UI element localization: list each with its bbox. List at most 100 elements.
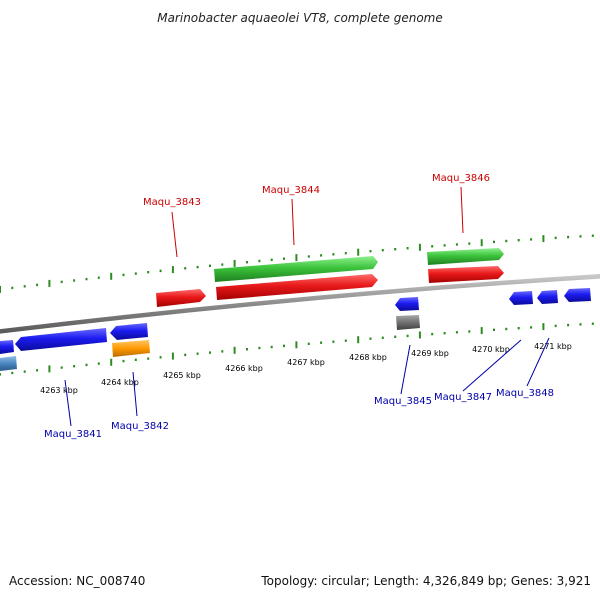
- tick-bottom-minor-46: [567, 323, 570, 327]
- tick-bottom-minor-15: [184, 353, 187, 357]
- tick-top-major-9: [110, 272, 113, 280]
- tick-bottom-minor-27: [332, 340, 335, 343]
- gene-maqu-3844-green[interactable]: [214, 256, 378, 282]
- leader-maqu-3842: [132, 371, 138, 417]
- leader-maqu-3846: [460, 186, 464, 234]
- gene-maqu-3846[interactable]: [428, 266, 504, 283]
- gene-maqu-3844[interactable]: [216, 274, 378, 300]
- tick-top-major-44: [542, 235, 545, 243]
- tick-bottom-minor-10: [122, 359, 125, 363]
- tick-rail-bottom: [0, 322, 594, 376]
- tick-bottom-minor-26: [320, 341, 323, 344]
- tick-top-minor-22: [270, 258, 273, 261]
- tick-top-minor-17: [209, 264, 211, 267]
- gene-maqu-3848[interactable]: [537, 290, 558, 304]
- tick-bottom-minor-36: [443, 332, 446, 335]
- tick-top-minor-2: [23, 285, 26, 288]
- tick-top-minor-16: [196, 265, 199, 269]
- tick-top-minor-13: [159, 269, 162, 273]
- tick-bottom-minor-0: [0, 373, 1, 376]
- tick-top-minor-31: [381, 249, 384, 252]
- tick-bottom-minor-16: [196, 352, 199, 355]
- map-title: Marinobacter aquaeolei VT8, complete gen…: [157, 11, 443, 25]
- tick-label-4269: 4269 kbp: [411, 349, 449, 358]
- tick-top-minor-27: [332, 253, 335, 256]
- tick-labels: 4263 kbp 4264 kbp 4265 kbp 4266 kbp 4267…: [40, 342, 572, 395]
- leader-maqu-3844: [291, 198, 295, 246]
- leader-maqu-3848: [526, 337, 550, 387]
- tick-top-minor-12: [147, 271, 150, 274]
- tick-bottom-minor-28: [344, 339, 347, 342]
- gene-maqu-3845-blue[interactable]: [395, 297, 419, 311]
- tick-top-minor-18: [221, 263, 224, 266]
- tick-top-major-29: [357, 248, 360, 256]
- tick-top-major-14: [171, 266, 174, 274]
- tick-bottom-major-39: [480, 327, 483, 335]
- tick-bottom-minor-47: [579, 323, 582, 326]
- gene-maqu-3842-blue[interactable]: [110, 323, 148, 340]
- gene-label-maqu-3842[interactable]: Maqu_3842: [111, 421, 169, 432]
- tick-bottom-minor-12: [147, 357, 150, 360]
- tick-bottom-minor-30: [369, 337, 372, 340]
- gene-label-maqu-3844[interactable]: Maqu_3844: [262, 185, 320, 196]
- tick-top-minor-43: [530, 238, 533, 241]
- tick-bottom-minor-2: [23, 370, 26, 373]
- tick-top-minor-35: [431, 245, 434, 248]
- tick-top-minor-15: [184, 267, 187, 270]
- tick-bottom-minor-7: [85, 363, 88, 367]
- gene-label-maqu-3847[interactable]: Maqu_3847: [434, 392, 492, 403]
- gene-fragment-left-steel[interactable]: [0, 356, 17, 371]
- tick-top-minor-26: [320, 254, 323, 257]
- gene-maqu-3842[interactable]: [112, 340, 150, 357]
- tick-label-4268: 4268 kbp: [349, 353, 387, 362]
- tick-label-4263: 4263 kbp: [40, 386, 78, 395]
- accession-text: Accession: NC_008740: [9, 574, 146, 588]
- tick-top-minor-3: [36, 283, 39, 287]
- gene-fragment-left-blue[interactable]: [0, 340, 14, 354]
- tick-top-minor-7: [85, 277, 88, 281]
- tick-top-major-4: [48, 279, 51, 287]
- leader-maqu-3841: [64, 379, 72, 427]
- tick-top-minor-25: [307, 255, 310, 258]
- tick-top-minor-45: [554, 236, 557, 240]
- tick-label-4271: 4271 kbp: [534, 342, 572, 351]
- tick-label-4267: 4267 kbp: [287, 358, 325, 367]
- gene-label-maqu-3843[interactable]: Maqu_3843: [143, 197, 201, 208]
- leader-lines: [64, 186, 550, 427]
- tick-top-minor-36: [443, 244, 446, 247]
- tick-bottom-minor-33: [406, 334, 409, 338]
- tick-top-minor-32: [394, 248, 397, 251]
- tick-bottom-minor-25: [307, 342, 310, 345]
- tick-label-4270: 4270 kbp: [472, 345, 510, 354]
- tick-top-minor-41: [505, 239, 508, 243]
- tick-top-minor-30: [369, 250, 372, 253]
- tick-top-major-19: [233, 259, 236, 267]
- gene-maqu-3847[interactable]: [509, 291, 533, 305]
- tick-bottom-major-4: [48, 365, 51, 373]
- gene-blue-right-edge[interactable]: [564, 288, 591, 302]
- gene-label-maqu-3846[interactable]: Maqu_3846: [432, 173, 490, 184]
- gene-maqu-3843[interactable]: [156, 289, 206, 307]
- tick-top-major-39: [480, 239, 483, 247]
- gene-maqu-3845[interactable]: [396, 315, 420, 330]
- tick-top-minor-20: [246, 261, 248, 264]
- tick-bottom-minor-11: [134, 358, 137, 361]
- tick-bottom-major-29: [357, 336, 360, 344]
- tick-label-4264: 4264 kbp: [101, 378, 139, 387]
- gene-label-maqu-3845[interactable]: Maqu_3845: [374, 396, 432, 407]
- tick-top-minor-48: [591, 234, 594, 237]
- tick-top-minor-10: [122, 273, 125, 277]
- tick-bottom-minor-23: [283, 344, 285, 348]
- gene-maqu-3841[interactable]: [15, 328, 107, 351]
- gene-label-maqu-3841[interactable]: Maqu_3841: [44, 429, 102, 440]
- tick-bottom-major-24: [295, 341, 298, 349]
- tick-top-minor-42: [517, 239, 520, 242]
- tick-top-minor-33: [406, 247, 409, 250]
- tick-bottom-major-14: [171, 352, 174, 360]
- tick-label-4265: 4265 kbp: [163, 371, 201, 380]
- gene-label-maqu-3848[interactable]: Maqu_3848: [496, 388, 554, 399]
- tick-bottom-minor-22: [270, 345, 273, 349]
- tick-bottom-minor-45: [554, 324, 557, 328]
- gene-maqu-3846-green[interactable]: [427, 248, 504, 265]
